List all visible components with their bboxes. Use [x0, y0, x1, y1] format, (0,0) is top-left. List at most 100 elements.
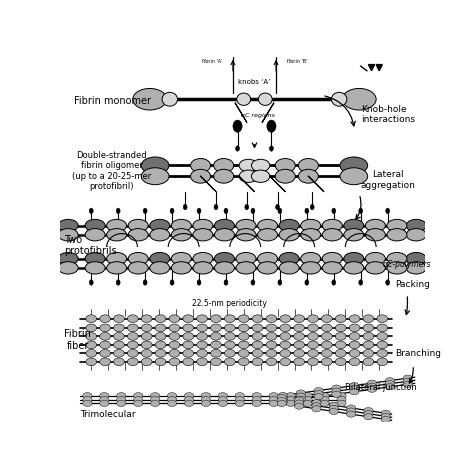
Ellipse shape: [183, 333, 194, 340]
Ellipse shape: [236, 228, 256, 241]
Ellipse shape: [364, 410, 373, 417]
Ellipse shape: [381, 416, 391, 422]
Text: fibrin 'B': fibrin 'B': [287, 59, 307, 64]
Ellipse shape: [251, 159, 270, 172]
Ellipse shape: [320, 401, 329, 407]
Ellipse shape: [346, 405, 356, 411]
Polygon shape: [376, 64, 383, 71]
Ellipse shape: [86, 358, 97, 365]
Ellipse shape: [303, 396, 312, 402]
Ellipse shape: [100, 358, 110, 365]
Ellipse shape: [308, 349, 319, 357]
Ellipse shape: [201, 392, 210, 399]
Ellipse shape: [363, 333, 374, 340]
Ellipse shape: [193, 253, 213, 265]
Ellipse shape: [279, 253, 299, 265]
Ellipse shape: [308, 341, 319, 349]
Ellipse shape: [278, 395, 288, 401]
Ellipse shape: [100, 333, 110, 340]
Text: αC-polymers: αC-polymers: [383, 260, 431, 269]
Text: Two
protofibrils: Two protofibrils: [64, 235, 117, 256]
Text: Packing: Packing: [395, 280, 430, 289]
Ellipse shape: [162, 92, 177, 106]
Ellipse shape: [238, 358, 249, 365]
Ellipse shape: [332, 280, 336, 285]
Ellipse shape: [83, 392, 92, 399]
Ellipse shape: [278, 208, 282, 214]
Text: Trimolecular: Trimolecular: [80, 410, 135, 419]
Ellipse shape: [329, 405, 338, 411]
Text: Bilateral junction: Bilateral junction: [346, 383, 417, 392]
Ellipse shape: [58, 253, 78, 265]
Ellipse shape: [245, 204, 249, 210]
Ellipse shape: [377, 341, 388, 349]
Ellipse shape: [214, 228, 235, 241]
Ellipse shape: [114, 333, 124, 340]
Ellipse shape: [280, 333, 291, 340]
Ellipse shape: [305, 208, 309, 214]
Ellipse shape: [100, 392, 109, 399]
Ellipse shape: [278, 392, 288, 399]
Ellipse shape: [128, 324, 138, 332]
Ellipse shape: [238, 333, 249, 340]
Ellipse shape: [349, 324, 360, 332]
Ellipse shape: [197, 280, 201, 285]
Ellipse shape: [266, 315, 277, 322]
Ellipse shape: [128, 228, 148, 241]
Ellipse shape: [116, 280, 120, 285]
Ellipse shape: [210, 341, 221, 349]
Ellipse shape: [329, 402, 338, 409]
Ellipse shape: [141, 168, 169, 185]
Ellipse shape: [296, 396, 305, 402]
Ellipse shape: [365, 219, 385, 232]
Ellipse shape: [239, 159, 257, 172]
Ellipse shape: [321, 349, 332, 357]
Ellipse shape: [269, 392, 278, 399]
Ellipse shape: [150, 262, 170, 274]
Ellipse shape: [276, 204, 280, 210]
Ellipse shape: [128, 349, 138, 357]
Ellipse shape: [197, 341, 208, 349]
Ellipse shape: [134, 396, 143, 402]
Ellipse shape: [279, 219, 299, 232]
Ellipse shape: [201, 396, 210, 402]
Ellipse shape: [252, 392, 261, 399]
Ellipse shape: [114, 324, 124, 332]
Ellipse shape: [322, 262, 342, 274]
Ellipse shape: [252, 324, 263, 332]
Ellipse shape: [267, 120, 276, 132]
Ellipse shape: [280, 315, 291, 322]
Ellipse shape: [364, 414, 373, 420]
Ellipse shape: [350, 383, 359, 389]
Ellipse shape: [332, 388, 341, 394]
Ellipse shape: [280, 358, 291, 365]
Ellipse shape: [128, 358, 138, 365]
Ellipse shape: [236, 262, 256, 274]
Ellipse shape: [322, 228, 342, 241]
Ellipse shape: [214, 262, 235, 274]
Ellipse shape: [201, 401, 210, 407]
Ellipse shape: [183, 315, 194, 322]
Ellipse shape: [251, 208, 255, 214]
Ellipse shape: [235, 396, 245, 402]
Ellipse shape: [344, 219, 364, 232]
Ellipse shape: [233, 120, 242, 132]
Ellipse shape: [367, 380, 377, 386]
Ellipse shape: [224, 280, 228, 285]
Text: αC regions: αC regions: [241, 113, 275, 118]
Ellipse shape: [83, 401, 92, 407]
Ellipse shape: [225, 324, 235, 332]
Ellipse shape: [235, 392, 245, 399]
Ellipse shape: [85, 262, 105, 274]
Ellipse shape: [381, 410, 391, 416]
Ellipse shape: [197, 333, 208, 340]
Text: Branching: Branching: [395, 349, 441, 358]
Ellipse shape: [128, 219, 148, 232]
Ellipse shape: [100, 401, 109, 407]
Ellipse shape: [344, 262, 364, 274]
Ellipse shape: [335, 333, 346, 340]
Ellipse shape: [286, 396, 295, 402]
Ellipse shape: [210, 324, 221, 332]
Ellipse shape: [252, 349, 263, 357]
Ellipse shape: [184, 396, 194, 402]
